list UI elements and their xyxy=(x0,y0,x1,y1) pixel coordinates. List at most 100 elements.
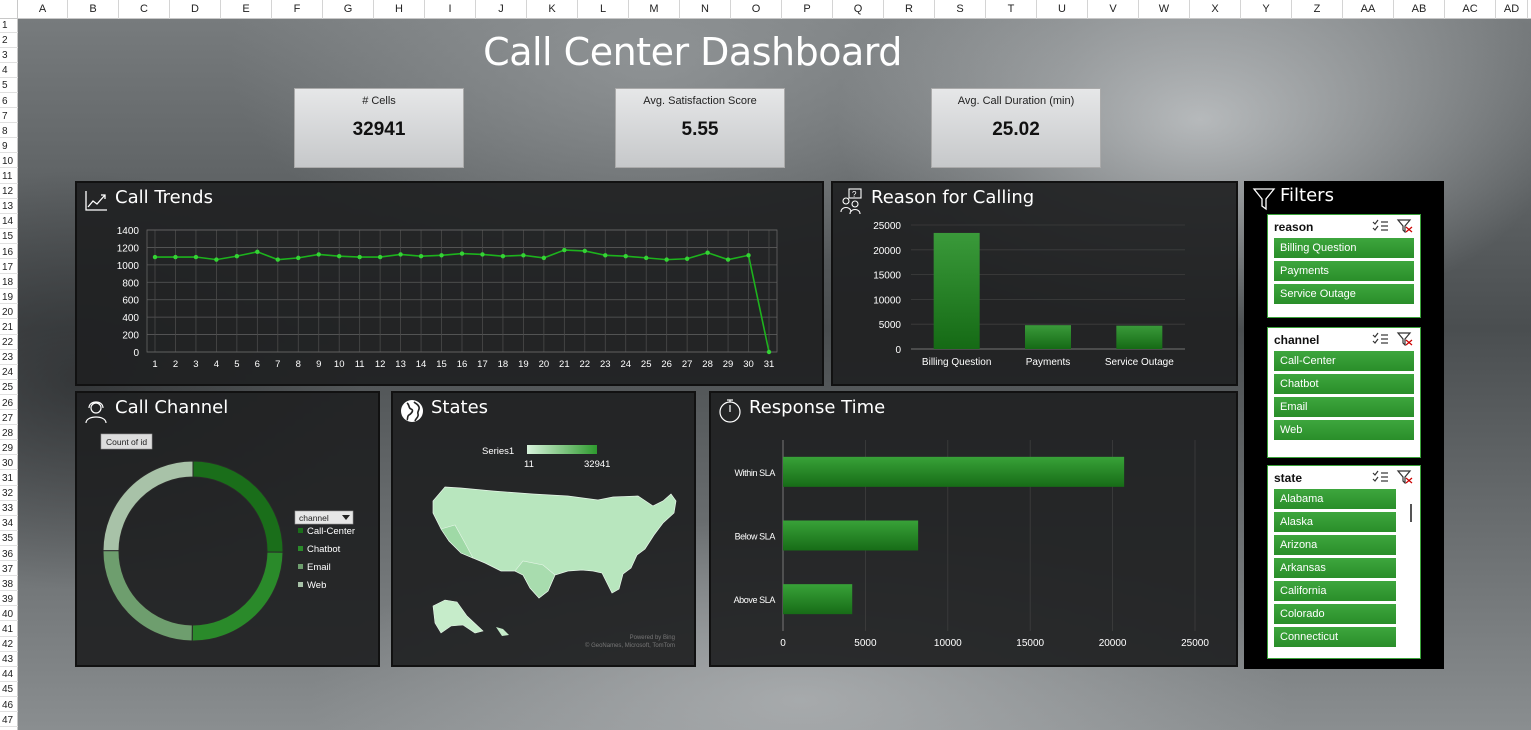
select-all-corner[interactable] xyxy=(0,0,18,19)
column-header[interactable]: H xyxy=(374,0,425,19)
row-header[interactable]: 11 xyxy=(0,170,18,184)
column-header[interactable]: Z xyxy=(1292,0,1343,19)
row-header[interactable]: 29 xyxy=(0,442,18,456)
row-header[interactable]: 46 xyxy=(0,699,18,713)
column-header[interactable]: G xyxy=(323,0,374,19)
row-header[interactable]: 21 xyxy=(0,321,18,335)
row-header[interactable]: 7 xyxy=(0,110,18,124)
row-header[interactable]: 44 xyxy=(0,668,18,682)
row-header[interactable]: 5 xyxy=(0,79,18,93)
row-header[interactable]: 9 xyxy=(0,140,18,154)
row-header[interactable]: 26 xyxy=(0,397,18,411)
column-header[interactable]: N xyxy=(680,0,731,19)
slicer-item[interactable]: Billing Question xyxy=(1274,238,1414,258)
column-header[interactable]: U xyxy=(1037,0,1088,19)
column-header[interactable]: P xyxy=(782,0,833,19)
row-header[interactable]: 6 xyxy=(0,95,18,109)
row-header[interactable]: 32 xyxy=(0,487,18,501)
row-header[interactable]: 31 xyxy=(0,472,18,486)
channel-slicer[interactable]: channel Call-Center Chatbot Email Web xyxy=(1267,327,1421,458)
row-header[interactable]: 27 xyxy=(0,412,18,426)
slicer-item[interactable]: Alabama xyxy=(1274,489,1396,509)
reason-slicer[interactable]: reason Billing Question Payments Service… xyxy=(1267,214,1421,318)
column-header[interactable]: T xyxy=(986,0,1037,19)
row-header[interactable]: 47 xyxy=(0,714,18,728)
slicer-item[interactable]: Arkansas xyxy=(1274,558,1396,578)
row-header[interactable]: 16 xyxy=(0,246,18,260)
slicer-item[interactable]: Web xyxy=(1274,420,1414,440)
column-header[interactable]: AA xyxy=(1343,0,1394,19)
column-header[interactable]: Y xyxy=(1241,0,1292,19)
slicer-item[interactable]: Colorado xyxy=(1274,604,1396,624)
row-header[interactable]: 22 xyxy=(0,336,18,350)
column-header[interactable]: AC xyxy=(1445,0,1496,19)
row-header[interactable]: 36 xyxy=(0,548,18,562)
column-header[interactable]: E xyxy=(221,0,272,19)
reason-panel[interactable]: ? Reason for Calling 0 5000 10000 15000 2000… xyxy=(831,181,1238,386)
multiselect-icon[interactable] xyxy=(1370,219,1414,233)
column-header[interactable]: D xyxy=(170,0,221,19)
slicer-item[interactable]: Service Outage xyxy=(1274,284,1414,304)
row-header[interactable]: 45 xyxy=(0,683,18,697)
multiselect-icon[interactable] xyxy=(1370,332,1414,346)
column-header[interactable]: S xyxy=(935,0,986,19)
row-header[interactable]: 43 xyxy=(0,653,18,667)
row-header[interactable]: 25 xyxy=(0,381,18,395)
slicer-item[interactable]: Call-Center xyxy=(1274,351,1414,371)
row-header[interactable]: 18 xyxy=(0,276,18,290)
row-header[interactable]: 42 xyxy=(0,638,18,652)
slicer-scrollbar[interactable] xyxy=(1406,492,1416,656)
call-channel-panel[interactable]: Call Channel Count of id channel Call-Cent… xyxy=(75,391,380,667)
row-header[interactable]: 3 xyxy=(0,49,18,63)
row-header[interactable]: 12 xyxy=(0,185,18,199)
call-channel-chart[interactable]: Count of id channel Call-Center Chatbot Emai… xyxy=(77,393,378,665)
slicer-item[interactable]: Chatbot xyxy=(1274,374,1414,394)
row-header[interactable]: 33 xyxy=(0,502,18,516)
column-header[interactable]: Q xyxy=(833,0,884,19)
slicer-item[interactable]: Payments xyxy=(1274,261,1414,281)
slicer-item[interactable]: Email xyxy=(1274,397,1414,417)
row-header[interactable]: 15 xyxy=(0,230,18,244)
row-header[interactable]: 38 xyxy=(0,578,18,592)
row-header[interactable]: 35 xyxy=(0,532,18,546)
slicer-item[interactable]: Alaska xyxy=(1274,512,1396,532)
states-panel[interactable]: States Series1 11 32941 Powered by Bing © Ge… xyxy=(391,391,696,667)
column-header[interactable]: X xyxy=(1190,0,1241,19)
column-header[interactable]: L xyxy=(578,0,629,19)
column-header[interactable]: M xyxy=(629,0,680,19)
row-header[interactable]: 41 xyxy=(0,623,18,637)
state-slicer[interactable]: state Alabama Alaska Arizona Arkansas Ca… xyxy=(1267,465,1421,659)
row-header[interactable]: 37 xyxy=(0,563,18,577)
row-header[interactable]: 30 xyxy=(0,457,18,471)
column-header[interactable]: AD xyxy=(1496,0,1528,19)
call-trends-panel[interactable]: Call Trends 0 200 400 600 800 1000 1200 1400 1 2 3… xyxy=(75,181,824,386)
row-header[interactable]: 28 xyxy=(0,427,18,441)
row-header[interactable]: 17 xyxy=(0,261,18,275)
row-header[interactable]: 40 xyxy=(0,608,18,622)
column-header[interactable]: F xyxy=(272,0,323,19)
row-header[interactable]: 1 xyxy=(0,19,18,33)
row-header[interactable]: 14 xyxy=(0,215,18,229)
column-header[interactable]: AB xyxy=(1394,0,1445,19)
column-header[interactable]: C xyxy=(119,0,170,19)
column-header[interactable]: I xyxy=(425,0,476,19)
slicer-item[interactable]: California xyxy=(1274,581,1396,601)
column-header[interactable]: B xyxy=(68,0,119,19)
column-header[interactable]: O xyxy=(731,0,782,19)
row-header[interactable]: 8 xyxy=(0,125,18,139)
row-header[interactable]: 39 xyxy=(0,593,18,607)
response-time-panel[interactable]: Response Time 0 5000 10000 15000 20000 25000 W… xyxy=(709,391,1238,667)
column-header[interactable]: W xyxy=(1139,0,1190,19)
column-header[interactable]: J xyxy=(476,0,527,19)
row-header[interactable]: 2 xyxy=(0,34,18,48)
column-header[interactable]: A xyxy=(18,0,68,19)
states-map[interactable]: Series1 11 32941 Powered by Bing© GeoNames,… xyxy=(393,393,694,665)
response-time-chart[interactable]: 0 5000 10000 15000 20000 25000 Within SLA Below… xyxy=(711,393,1236,665)
reason-chart[interactable]: 0 5000 10000 15000 20000 25000 Billing Questio… xyxy=(833,183,1236,384)
row-header[interactable]: 4 xyxy=(0,64,18,78)
row-header[interactable]: 24 xyxy=(0,366,18,380)
column-header[interactable]: R xyxy=(884,0,935,19)
row-header[interactable]: 13 xyxy=(0,200,18,214)
row-header[interactable]: 10 xyxy=(0,155,18,169)
